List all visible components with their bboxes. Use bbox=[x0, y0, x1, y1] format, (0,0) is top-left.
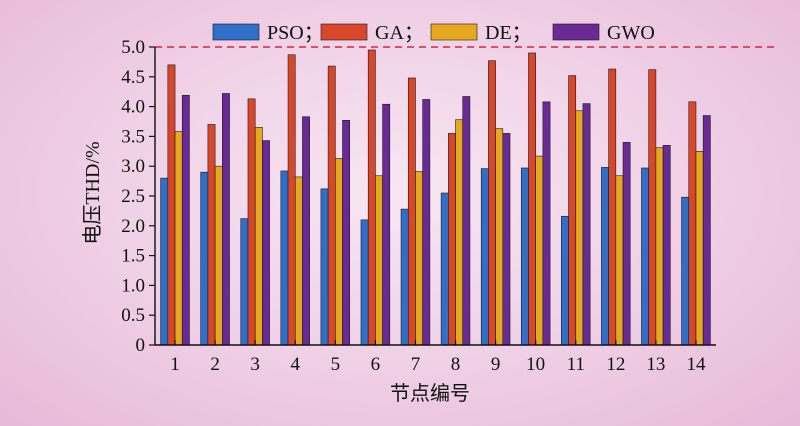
legend-label: GWO bbox=[607, 22, 655, 44]
bar bbox=[662, 145, 671, 346]
bar bbox=[702, 115, 711, 346]
bar bbox=[448, 133, 456, 346]
bar bbox=[200, 171, 209, 346]
bar bbox=[535, 155, 544, 346]
x-tick-label: 13 bbox=[646, 354, 665, 375]
y-tick-label: 5.0 bbox=[121, 37, 145, 58]
bar bbox=[207, 124, 216, 346]
bar bbox=[254, 127, 263, 346]
bar bbox=[575, 110, 584, 346]
y-tick-label: 1.0 bbox=[121, 275, 145, 296]
bar bbox=[302, 116, 310, 346]
y-axis-label: 电压THD/% bbox=[81, 141, 104, 244]
bar bbox=[528, 52, 536, 346]
bar bbox=[160, 177, 169, 346]
bar bbox=[641, 167, 649, 346]
x-axis-label: 节点编号 bbox=[390, 382, 470, 405]
y-tick-label: 2.0 bbox=[121, 216, 145, 237]
x-tick-label: 9 bbox=[491, 354, 501, 375]
bar bbox=[688, 101, 697, 346]
bar bbox=[247, 98, 256, 346]
x-tick-label: 8 bbox=[451, 354, 461, 375]
bar bbox=[407, 77, 416, 346]
legend-label: PSO； bbox=[267, 22, 324, 44]
bar bbox=[280, 170, 289, 346]
y-tick-label: 2.5 bbox=[121, 186, 145, 207]
bars-group bbox=[160, 49, 711, 346]
x-tick-label: 14 bbox=[686, 354, 706, 375]
bar bbox=[222, 93, 230, 346]
bar bbox=[400, 208, 409, 346]
y-tick-label: 0.5 bbox=[121, 305, 145, 326]
bar bbox=[615, 175, 624, 346]
bar bbox=[561, 215, 569, 346]
bar bbox=[681, 196, 690, 346]
bar bbox=[320, 188, 329, 346]
bar bbox=[488, 60, 496, 346]
bar bbox=[582, 103, 591, 346]
y-tick-label: 1.5 bbox=[121, 246, 145, 267]
bar bbox=[422, 99, 431, 346]
x-tick-label: 5 bbox=[331, 354, 341, 375]
bar bbox=[440, 192, 449, 346]
legend-swatch bbox=[552, 23, 600, 41]
bar bbox=[480, 168, 489, 346]
y-tick-label: 0 bbox=[136, 335, 146, 356]
bar bbox=[342, 120, 351, 346]
bar bbox=[240, 218, 249, 346]
bar bbox=[287, 54, 296, 346]
y-tick-label: 4.5 bbox=[121, 67, 145, 88]
bar bbox=[455, 119, 464, 346]
x-tick-label: 10 bbox=[526, 354, 545, 375]
bar bbox=[294, 176, 303, 346]
bar bbox=[495, 128, 504, 346]
bar bbox=[601, 167, 609, 346]
y-tick-label: 3.5 bbox=[121, 126, 145, 147]
x-tick-label: 7 bbox=[411, 354, 421, 375]
y-tick-label: 3.0 bbox=[121, 156, 145, 177]
bar bbox=[568, 75, 577, 346]
bar bbox=[502, 133, 511, 346]
axes-group: 00.51.01.52.02.53.03.54.04.55.01 2 3 4 5 6 7 8 9… bbox=[121, 37, 716, 375]
bar bbox=[174, 131, 183, 346]
bar bbox=[375, 175, 383, 346]
bar bbox=[360, 219, 369, 346]
x-tick-label: 12 bbox=[606, 354, 625, 375]
bar bbox=[415, 171, 423, 346]
bar bbox=[695, 151, 704, 346]
legend: PSO； GA； DE； GWO bbox=[212, 22, 655, 44]
y-tick-label: 4.0 bbox=[121, 97, 145, 118]
legend-swatch bbox=[212, 23, 260, 41]
x-tick-label: 3 bbox=[250, 354, 260, 375]
bar bbox=[327, 65, 336, 346]
x-tick-label: 4 bbox=[291, 354, 301, 375]
bar bbox=[608, 68, 617, 346]
bar bbox=[214, 165, 223, 346]
bar bbox=[542, 101, 551, 346]
legend-label: DE； bbox=[485, 22, 532, 44]
bar bbox=[335, 158, 343, 346]
bar bbox=[262, 140, 270, 346]
legend-swatch bbox=[320, 23, 368, 41]
bar bbox=[167, 64, 176, 346]
bar bbox=[520, 167, 529, 346]
x-tick-label: 6 bbox=[371, 354, 381, 375]
x-tick-label: 11 bbox=[567, 354, 585, 375]
bar bbox=[648, 69, 657, 346]
legend-label: GA； bbox=[375, 22, 424, 44]
bar bbox=[462, 96, 471, 346]
bar bbox=[382, 103, 391, 346]
bar bbox=[622, 142, 631, 346]
bar bbox=[367, 49, 376, 346]
x-tick-label: 1 bbox=[170, 354, 180, 375]
x-tick-label: 2 bbox=[210, 354, 220, 375]
bar bbox=[181, 94, 190, 346]
bar bbox=[655, 147, 664, 346]
legend-swatch bbox=[430, 23, 478, 41]
